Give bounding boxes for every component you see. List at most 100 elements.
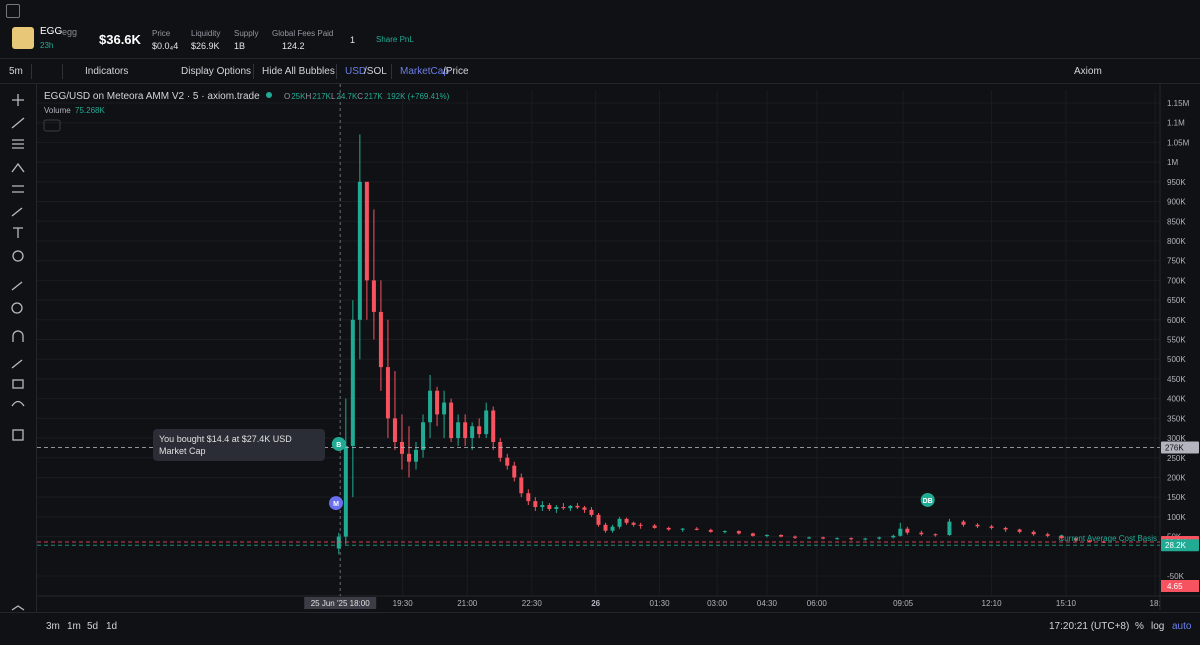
- indicators[interactable]: Indicators: [85, 66, 129, 77]
- volume-label: Volume: [44, 106, 71, 115]
- x-tick-label: 04:30: [757, 599, 778, 608]
- price-toggle[interactable]: /Price: [443, 66, 469, 77]
- ticker: EGG: [40, 26, 63, 37]
- y-tick-label: 600K: [1167, 316, 1186, 325]
- separator: [62, 64, 63, 79]
- candle-body: [603, 524, 608, 531]
- x-tick-label: 26: [591, 599, 600, 608]
- share-pnl[interactable]: Share PnL: [376, 35, 414, 44]
- trade-marker: [920, 492, 935, 507]
- sol-toggle[interactable]: /SOL: [364, 66, 387, 77]
- volume-tag: [1161, 580, 1199, 592]
- y-tick-label: 700K: [1167, 276, 1186, 285]
- candle-body: [821, 537, 826, 539]
- pattern-tool[interactable]: [11, 162, 25, 173]
- x-tick-label: 21:00: [457, 599, 478, 608]
- candle-body: [582, 507, 587, 510]
- y-tick-label: 1M: [1167, 158, 1178, 167]
- hide-bubbles[interactable]: Hide All Bubbles: [262, 66, 335, 77]
- candle-body: [456, 422, 461, 439]
- log-toggle[interactable]: log: [1151, 621, 1165, 632]
- auto-toggle[interactable]: auto: [1172, 621, 1192, 632]
- emoji-tool[interactable]: [12, 250, 24, 262]
- crosshair-tool[interactable]: [12, 94, 24, 106]
- candle-body: [877, 537, 882, 539]
- zoom-tool[interactable]: [11, 302, 23, 314]
- candle-body: [849, 538, 854, 540]
- y-tick-label: 250K: [1167, 454, 1186, 463]
- candle-body: [406, 453, 411, 462]
- brush-tool[interactable]: [11, 207, 23, 217]
- candle-body: [463, 422, 468, 439]
- candle-body: [385, 367, 390, 419]
- x-tick-label: 03:00: [707, 599, 728, 608]
- y-tick-label: 100K: [1167, 513, 1186, 522]
- candle-body: [947, 521, 952, 536]
- mcap-toggle[interactable]: MarketCap: [400, 66, 449, 77]
- candle-body: [905, 528, 910, 533]
- lock-tool[interactable]: [12, 379, 24, 389]
- candle-body: [421, 422, 426, 450]
- percent-toggle[interactable]: %: [1135, 621, 1144, 632]
- price-line-note: Current Average Cost Basis: [1058, 534, 1157, 543]
- hide-tool[interactable]: [11, 400, 25, 407]
- display-options[interactable]: Display Options: [181, 66, 252, 77]
- candle-body: [617, 518, 622, 527]
- stat-value: 124.2: [282, 41, 305, 51]
- candle-body: [336, 536, 341, 549]
- range[interactable]: 1d: [106, 621, 118, 632]
- candle-body: [561, 507, 566, 509]
- candle-body: [863, 538, 868, 540]
- fib-tool[interactable]: [12, 139, 24, 149]
- candle-body: [793, 536, 798, 538]
- candle-body: [1045, 534, 1050, 536]
- y-tick-label: -50K: [1167, 572, 1185, 581]
- candle-body: [477, 426, 482, 435]
- forecast-tool[interactable]: [12, 185, 24, 193]
- candle-body: [989, 526, 994, 528]
- candle-body: [554, 507, 559, 510]
- lock-draw-tool[interactable]: [11, 359, 23, 369]
- candle-body: [435, 390, 440, 415]
- trend-tool[interactable]: [11, 117, 25, 129]
- star-icon[interactable]: [6, 4, 20, 18]
- candle-body: [610, 526, 615, 531]
- candle-body: [1087, 540, 1092, 542]
- candle-body: [378, 311, 383, 368]
- text-tool[interactable]: [13, 227, 23, 238]
- candle-body: [498, 441, 503, 458]
- trash-tool[interactable]: [12, 429, 24, 441]
- interval[interactable]: 5m: [9, 66, 23, 77]
- layers-tool[interactable]: [11, 605, 25, 611]
- x-tick-label: 22:30: [522, 599, 543, 608]
- candle-body: [1059, 535, 1064, 539]
- magnet-tool[interactable]: [12, 330, 24, 342]
- trade-marker-label: M: [333, 501, 339, 508]
- y-tick-label: 150K: [1167, 493, 1186, 502]
- candle-body: [547, 505, 552, 510]
- ohlc-key: O: [284, 92, 290, 101]
- stat-value: 1B: [234, 41, 246, 51]
- range[interactable]: 1m: [67, 621, 81, 632]
- candle-body: [357, 181, 362, 320]
- candle-body: [392, 418, 397, 442]
- tool-icons: [11, 94, 25, 611]
- y-tick-label: 500K: [1167, 355, 1186, 364]
- candle-body: [596, 514, 601, 525]
- candle-body: [371, 280, 376, 312]
- y-tick-label: 900K: [1167, 198, 1186, 207]
- y-tick-label: 1.05M: [1167, 138, 1190, 147]
- y-tick-label: 300K: [1167, 434, 1186, 443]
- stat-label: Supply: [234, 29, 259, 38]
- separator: [31, 64, 32, 79]
- range[interactable]: 5d: [87, 621, 99, 632]
- layout[interactable]: Axiom: [1074, 66, 1102, 77]
- usd-toggle[interactable]: USD: [345, 66, 367, 77]
- range[interactable]: 3m: [46, 621, 60, 632]
- ruler-tool[interactable]: [11, 281, 23, 291]
- candle-body: [512, 465, 517, 478]
- candle-body: [624, 518, 629, 523]
- ohlc-key: L: [331, 92, 336, 101]
- holders[interactable]: 1: [350, 35, 356, 45]
